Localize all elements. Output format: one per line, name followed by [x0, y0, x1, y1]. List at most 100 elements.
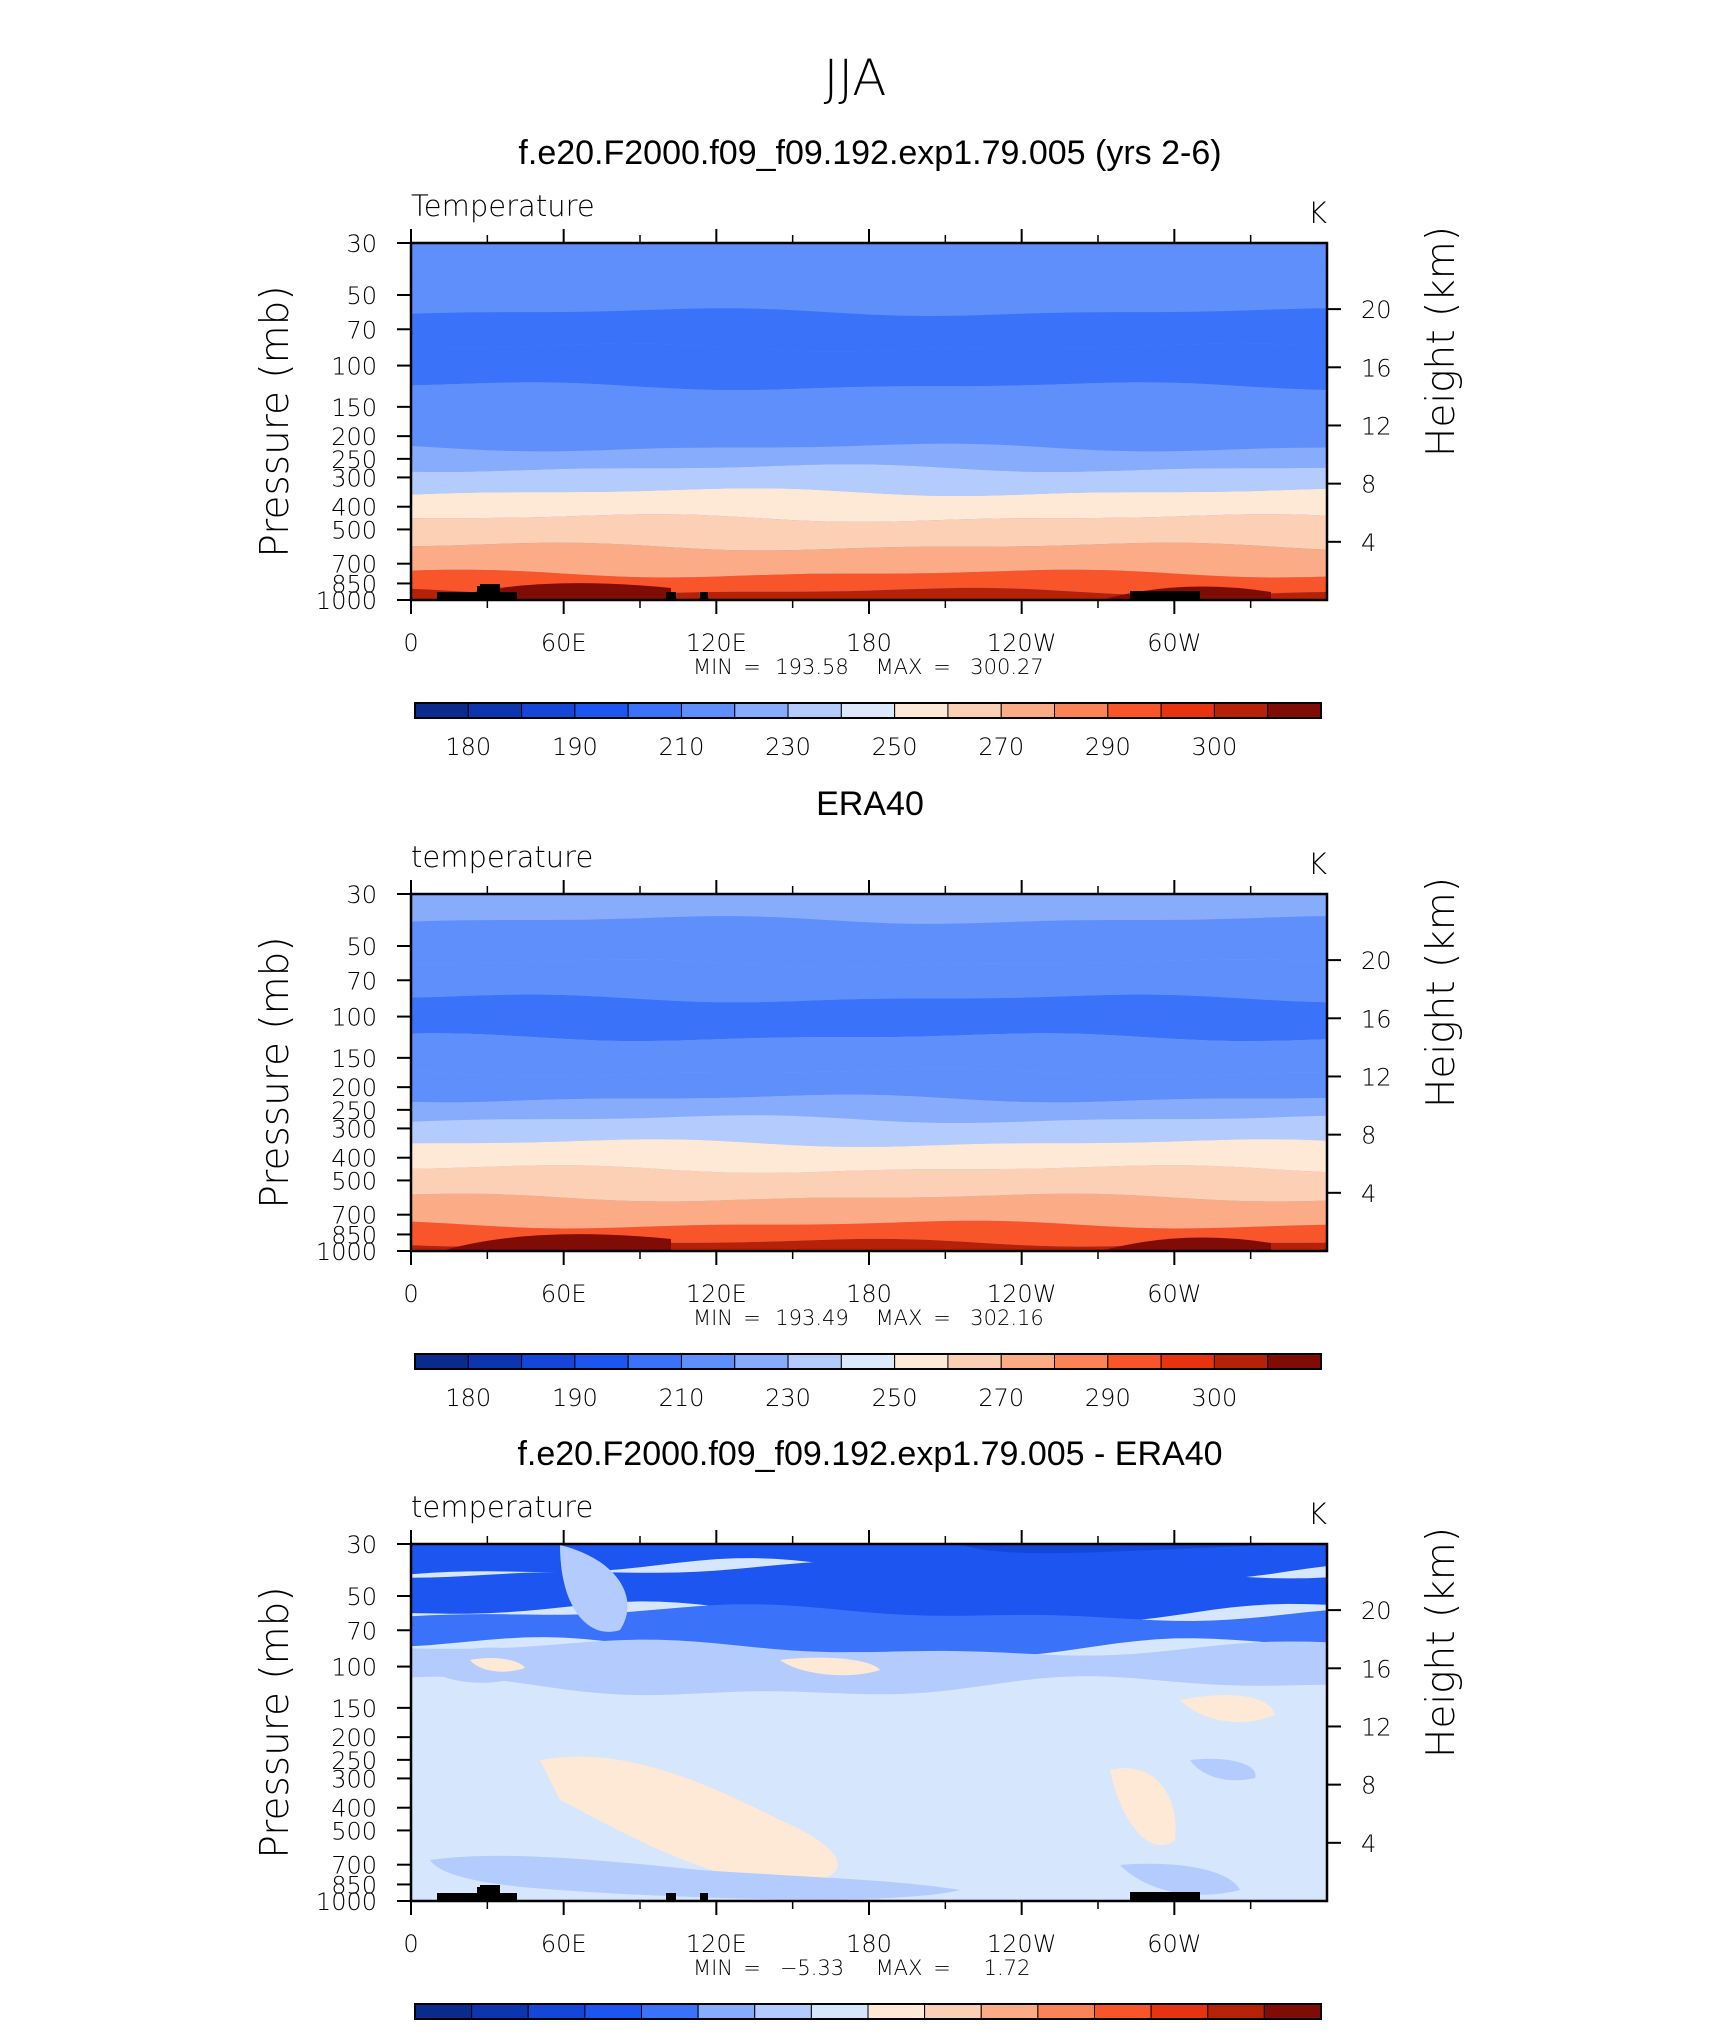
- colorbar-label: 4: [1087, 2034, 1102, 2038]
- contour-band: [411, 1193, 1327, 1229]
- x-tick-label: 60W: [1147, 1930, 1201, 1958]
- contour-band: [411, 1561, 1327, 1623]
- stat-max-label: MAX: [876, 1956, 923, 1980]
- contour-plot: [411, 894, 1327, 1251]
- contour-anomaly-region: [470, 1657, 525, 1672]
- stat-min-value: −5.33: [780, 1956, 844, 1980]
- colorbar-label: 180: [445, 733, 491, 761]
- y-tick-label: 700: [331, 1852, 377, 1880]
- y2-tick-label: 8: [1361, 1122, 1376, 1150]
- y-tick-label: 50: [346, 282, 377, 310]
- colorbar-swatch: [980, 2003, 1039, 2020]
- variable-label: temperature: [411, 840, 593, 874]
- y-tick-label: 100: [331, 353, 377, 381]
- colorbar-swatch: [1107, 702, 1162, 719]
- colorbar-swatch: [1213, 1353, 1269, 1370]
- colorbar-swatch: [1107, 1353, 1162, 1370]
- colorbar-label: 250: [872, 1384, 918, 1412]
- panel-title: ERA40: [816, 785, 924, 823]
- colorbar-frame: [414, 702, 1322, 719]
- colorbar-swatch: [1267, 1353, 1322, 1370]
- contour-anomaly-region: [1190, 1758, 1256, 1781]
- colorbar-swatch: [787, 1353, 842, 1370]
- y-tick-label: 50: [346, 1583, 377, 1611]
- x-tick-label: 180: [846, 629, 892, 657]
- y-tick-label: 300: [331, 464, 377, 492]
- colorbar-swatch: [414, 2003, 473, 2020]
- x-tick-label: 120W: [987, 1930, 1057, 1958]
- contour-band-surface-warm: [1101, 1237, 1271, 1251]
- topography-mask: [666, 1893, 676, 1901]
- y2-tick-label: 16: [1361, 354, 1392, 382]
- contour-anomaly-core: [960, 1544, 1290, 1554]
- y2-tick-label: 4: [1361, 529, 1376, 557]
- contour-anomaly-region: [540, 1756, 838, 1885]
- colorbar-swatch: [1213, 702, 1269, 719]
- colorbar-swatch: [414, 1353, 469, 1370]
- topography-mask: [700, 1893, 708, 1901]
- y-tick-label: 500: [331, 1167, 377, 1195]
- y-tick-label: 400: [331, 1145, 377, 1173]
- colorbar-label: 1: [917, 2034, 932, 2038]
- units-label: K: [1308, 1497, 1327, 1531]
- colorbar-label: −9: [454, 2034, 489, 2038]
- colorbar-swatch: [1160, 1353, 1215, 1370]
- colorbar-label: 3: [1030, 2034, 1045, 2038]
- stat-equals: =: [743, 655, 761, 679]
- x-tick-label: 60E: [541, 1930, 587, 1958]
- panels: 0 60E 120E 180 120W 60W3050701001502002503004…: [253, 134, 1464, 2038]
- y2-axis-title: Height (km): [1419, 1527, 1464, 1758]
- colorbar-label: 0: [860, 2034, 875, 2038]
- x-tick-label: 0: [403, 1930, 418, 1958]
- y-tick-label: 250: [331, 446, 377, 474]
- y-tick-label: 300: [331, 1765, 377, 1793]
- colorbar-swatch: [787, 702, 842, 719]
- contour-band: [411, 1068, 1327, 1103]
- y-tick-label: 50: [346, 933, 377, 961]
- y-axis-title: Pressure (mb): [253, 936, 298, 1208]
- colorbar-swatch: [680, 702, 736, 719]
- colorbar-label: 7: [1200, 2034, 1215, 2038]
- x-tick-label: 120W: [987, 1280, 1057, 1308]
- colorbar-label: 180: [445, 1384, 491, 1412]
- y-tick-label: 150: [331, 1045, 377, 1073]
- colorbar-label: −3: [680, 2034, 715, 2038]
- colorbar-swatch: [1263, 2003, 1322, 2020]
- colorbar-swatch: [840, 702, 896, 719]
- y-tick-label: 250: [331, 1747, 377, 1775]
- colorbar-label: 250: [872, 733, 918, 761]
- colorbar-swatch: [641, 2003, 699, 2020]
- y2-tick-label: 16: [1361, 1005, 1392, 1033]
- y-tick-label: 100: [331, 1004, 377, 1032]
- topography-mask: [666, 592, 676, 600]
- contour-band: [411, 308, 1327, 352]
- contour-band: [411, 417, 1327, 452]
- stat-min-label: MIN: [693, 1956, 733, 1980]
- x-tick-label: 60W: [1147, 1280, 1201, 1308]
- y-tick-label: 1000: [316, 587, 377, 615]
- x-tick-label: 0: [403, 1280, 418, 1308]
- colorbar-label: −4: [624, 2034, 659, 2038]
- y-tick-label: 30: [346, 881, 377, 909]
- x-tick-label: 0: [403, 629, 418, 657]
- colorbar-swatch: [1150, 2003, 1209, 2020]
- y-tick-label: 700: [331, 551, 377, 579]
- y-tick-label: 850: [331, 1221, 377, 1249]
- y-tick-label: 70: [346, 1617, 377, 1645]
- colorbar-swatch: [680, 1353, 736, 1370]
- x-tick-label: 120E: [686, 1280, 747, 1308]
- stat-equals: =: [933, 655, 951, 679]
- colorbar-swatch: [810, 2003, 869, 2020]
- colorbar-swatch: [754, 2003, 812, 2020]
- y-tick-label: 200: [331, 1724, 377, 1752]
- colorbar-swatch: [924, 2003, 982, 2020]
- colorbar-label: −2: [737, 2034, 772, 2038]
- y-tick-label: 1000: [316, 1888, 377, 1916]
- contour-anomaly-region: [560, 1545, 628, 1632]
- colorbar-swatch: [521, 1353, 576, 1370]
- variable-label: temperature: [411, 1490, 593, 1524]
- colorbar-swatch: [697, 2003, 756, 2020]
- colorbar-label: 190: [552, 1384, 598, 1412]
- y-tick-label: 70: [346, 967, 377, 995]
